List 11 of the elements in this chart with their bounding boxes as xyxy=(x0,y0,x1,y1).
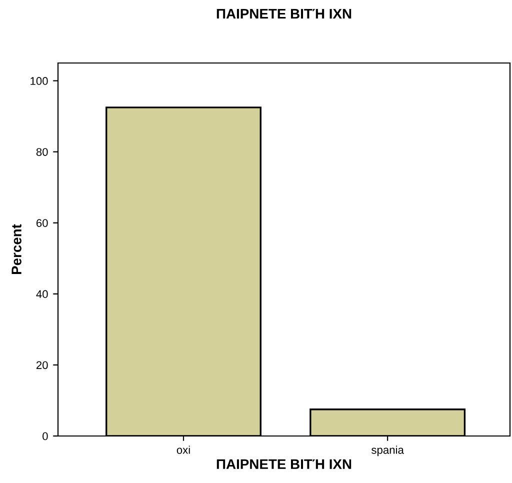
x-tick-label: spania xyxy=(372,446,404,456)
y-tick-label: 60 xyxy=(36,219,48,227)
y-tick-label: 40 xyxy=(36,290,48,298)
y-axis-title: Percent xyxy=(12,224,22,274)
y-tick-label: 80 xyxy=(36,148,48,156)
chart-title: ΠΑΙΡΝΕΤΕ ΒΙΤΉ ΙΧΝ xyxy=(216,9,352,19)
x-axis-title: ΠΑΙΡΝΕΤΕ ΒΙΤΉ ΙΧΝ xyxy=(216,459,352,469)
y-tick-label: 100 xyxy=(30,77,48,85)
x-tick-label: oxi xyxy=(176,446,190,454)
y-tick-label: 0 xyxy=(42,432,48,440)
y-tick-label: 20 xyxy=(36,361,48,370)
